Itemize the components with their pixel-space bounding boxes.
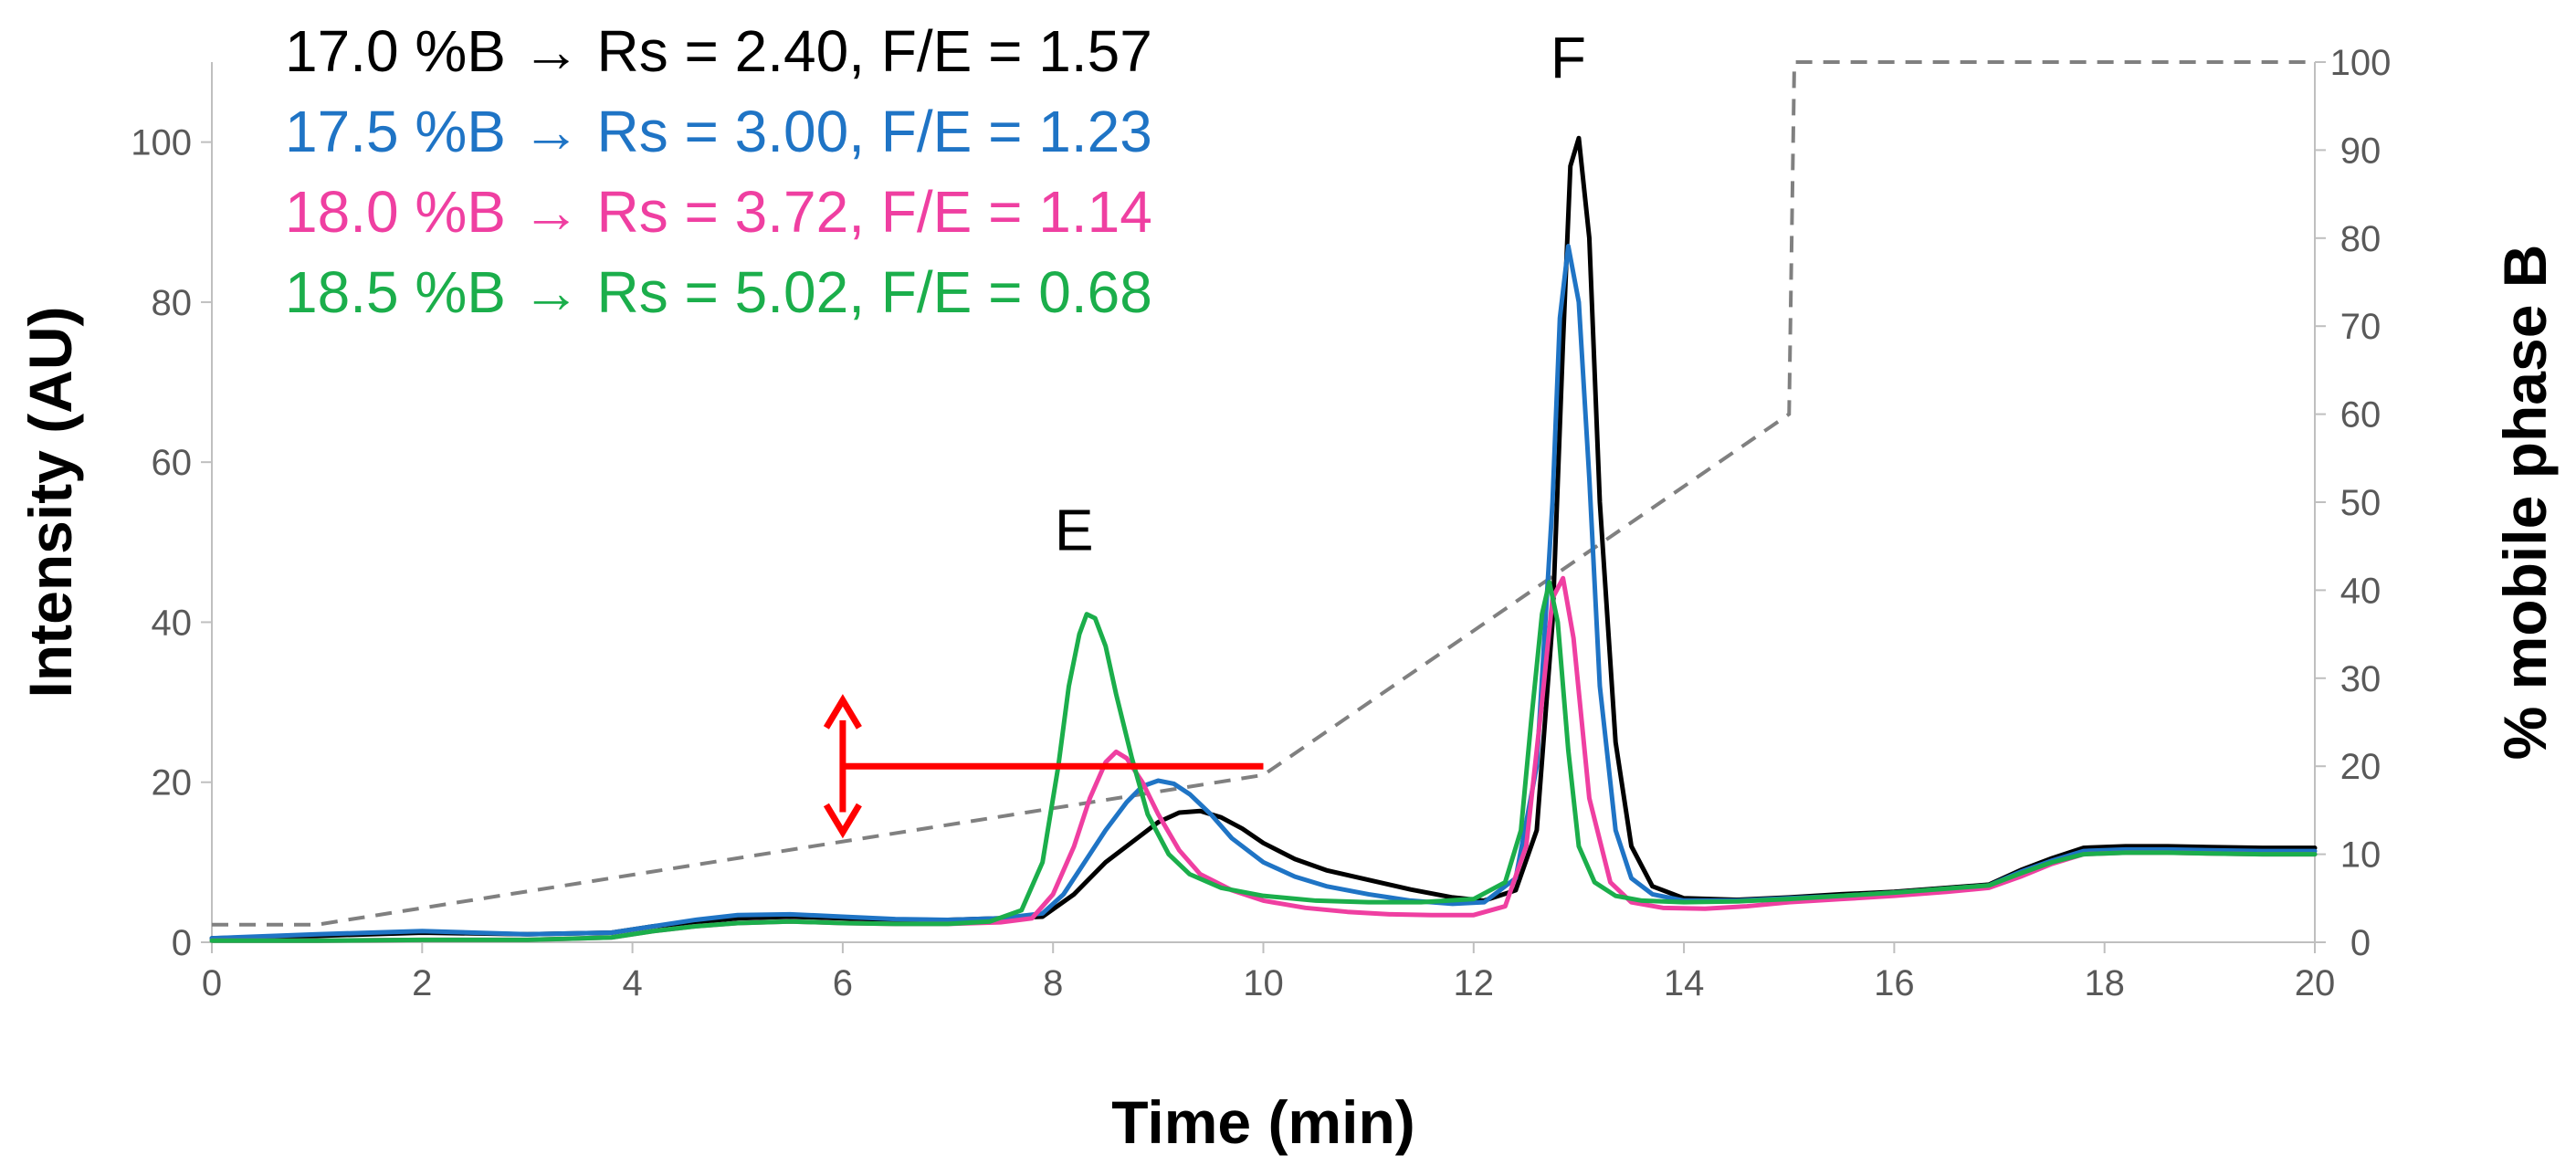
legend-entry: 18.0 %B → Rs = 3.72, F/E = 1.14 (285, 179, 1152, 245)
x-tick-label: 6 (833, 963, 853, 1003)
series-layer (209, 135, 2318, 943)
series-line (209, 135, 2318, 941)
x-axis-title: Time (min) (1111, 1088, 1414, 1156)
y-tick-label: 20 (152, 763, 193, 803)
y2-axis-title: % mobile phase B (2491, 245, 2559, 761)
x-tick-label: 16 (1874, 963, 1915, 1003)
legend-stats: Rs = 3.72, F/E = 1.14 (597, 179, 1152, 245)
peak-label: E (1055, 498, 1094, 563)
y2-tick-label: 30 (2340, 659, 2381, 699)
series-line (209, 580, 2318, 943)
legend-label: 18.0 %B (285, 179, 522, 245)
series-line (209, 575, 2318, 943)
gradient-layer (212, 60, 2315, 927)
legend-entry: 17.0 %B → Rs = 2.40, F/E = 1.57 (285, 18, 1152, 84)
x-tick-label: 12 (1454, 963, 1495, 1003)
y2-tick-label: 70 (2340, 307, 2381, 347)
y-axis-title: Intensity (AU) (16, 307, 84, 698)
legend-stats: Rs = 5.02, F/E = 0.68 (597, 259, 1152, 325)
y2-tick-label: 100 (2330, 43, 2392, 83)
y2-tick-label: 10 (2340, 835, 2381, 876)
annotation-layer (823, 694, 1264, 839)
legend-stats: Rs = 2.40, F/E = 1.57 (597, 18, 1152, 84)
y2-tick-label: 80 (2340, 219, 2381, 259)
text-layer: Time (min) Intensity (AU) % mobile phase B… (16, 18, 2559, 1156)
y2-tick-label: 0 (2350, 923, 2371, 963)
legend-arrow: → (522, 18, 597, 84)
legend-label: 17.0 %B (285, 18, 522, 84)
y-tick-label: 60 (152, 443, 193, 483)
x-tick-label: 0 (202, 963, 222, 1003)
x-tick-label: 10 (1243, 963, 1284, 1003)
y-tick-label: 0 (172, 923, 192, 963)
axes-group: 0 2 4 6 8 10 12 14 16 18 20 0 20 40 60 80 100 0 10 20 30 40 50… (131, 43, 2391, 1003)
peak-label: F (1551, 26, 1586, 91)
legend-label: 17.5 %B (285, 99, 522, 164)
legend-arrow: → (522, 99, 597, 164)
range-marker-arrow-up (823, 694, 862, 730)
legend-arrow: → (522, 259, 597, 325)
legend-entry: 17.5 %B → Rs = 3.00, F/E = 1.23 (285, 99, 1152, 164)
y-tick-label: 80 (152, 283, 193, 323)
legend-arrow: → (522, 179, 597, 245)
x-tick-label: 8 (1043, 963, 1063, 1003)
y2-tick-label: 60 (2340, 395, 2381, 436)
x-tick-label: 20 (2295, 963, 2336, 1003)
legend-entry: 18.5 %B → Rs = 5.02, F/E = 0.68 (285, 259, 1152, 325)
gradient-line (212, 60, 2315, 927)
y2-tick-label: 90 (2340, 131, 2381, 171)
legend-label: 18.5 %B (285, 259, 522, 325)
y-tick-label: 40 (152, 603, 193, 643)
y2-tick-label: 20 (2340, 747, 2381, 787)
y2-tick-label: 50 (2340, 483, 2381, 523)
x-tick-label: 2 (412, 963, 432, 1003)
x-tick-label: 14 (1664, 963, 1705, 1003)
range-marker-arrow-down (823, 803, 862, 839)
legend-stats: Rs = 3.00, F/E = 1.23 (597, 99, 1152, 164)
x-tick-label: 4 (622, 963, 642, 1003)
y-tick-label: 100 (131, 123, 192, 163)
y2-tick-label: 40 (2340, 571, 2381, 611)
x-tick-label: 18 (2084, 963, 2125, 1003)
series-line (209, 244, 2318, 941)
